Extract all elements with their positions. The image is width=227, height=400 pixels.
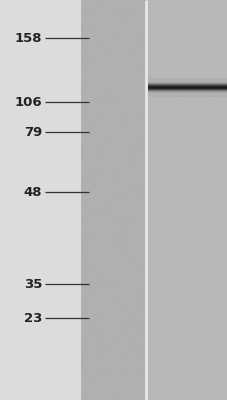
Bar	[148, 80, 227, 81]
Bar	[148, 90, 227, 91]
Bar	[148, 82, 227, 83]
Bar	[148, 94, 227, 95]
Bar	[148, 92, 227, 99]
Bar	[148, 86, 227, 87]
Text: 48: 48	[23, 186, 42, 198]
Bar	[148, 96, 227, 97]
Text: 158: 158	[15, 32, 42, 44]
Bar	[148, 79, 227, 80]
Bar	[148, 91, 227, 92]
Bar	[148, 88, 227, 89]
Bar	[148, 92, 227, 93]
Bar	[0, 0, 81, 400]
Text: 106: 106	[14, 96, 42, 108]
Bar	[81, 0, 145, 400]
Text: 23: 23	[24, 312, 42, 324]
Bar	[145, 0, 227, 400]
Bar	[148, 85, 227, 86]
Bar	[148, 81, 227, 82]
Bar	[148, 95, 227, 96]
Text: 79: 79	[24, 126, 42, 138]
Bar	[148, 78, 227, 79]
Bar	[148, 89, 227, 90]
Bar	[148, 76, 227, 83]
Text: 35: 35	[24, 278, 42, 290]
Bar	[148, 83, 227, 84]
Bar	[148, 87, 227, 88]
Bar	[148, 84, 227, 85]
Bar	[148, 93, 227, 94]
